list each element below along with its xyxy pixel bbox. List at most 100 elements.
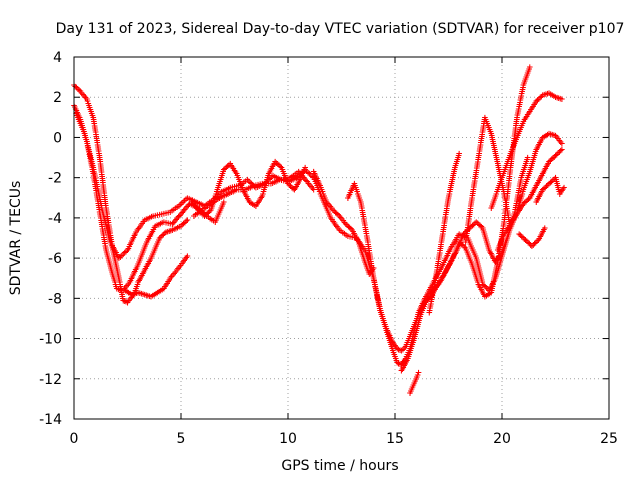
data-point-fill: + bbox=[521, 116, 529, 126]
data-point-fill: + bbox=[525, 67, 533, 77]
data-point-fill: + bbox=[488, 131, 496, 141]
data-point: + bbox=[475, 280, 483, 290]
data-point-fill: + bbox=[408, 337, 416, 347]
data-point-fill: + bbox=[105, 221, 113, 231]
data-point-fill: + bbox=[490, 196, 498, 206]
data-point-fill: + bbox=[406, 333, 414, 343]
data-point-fill: + bbox=[388, 337, 396, 347]
data-point: + bbox=[492, 274, 500, 284]
data-point-fill: + bbox=[132, 284, 140, 294]
data-point: + bbox=[132, 228, 140, 238]
data-point-fill: + bbox=[289, 185, 297, 195]
data-point-fill: + bbox=[431, 285, 439, 295]
data-point-fill: + bbox=[557, 138, 565, 148]
data-point-fill: + bbox=[243, 193, 251, 203]
data-point-fill: + bbox=[405, 353, 413, 363]
data-point-fill: + bbox=[500, 246, 508, 256]
data-point-fill: + bbox=[441, 219, 449, 229]
data-point-fill: + bbox=[536, 94, 544, 104]
data-point-fill: + bbox=[101, 193, 109, 203]
data-point-fill: + bbox=[420, 302, 428, 312]
data-point-fill: + bbox=[529, 189, 537, 199]
data-point-fill: + bbox=[86, 152, 94, 162]
data-point-fill: + bbox=[170, 269, 178, 279]
data-point-fill: + bbox=[338, 215, 346, 225]
data-point: + bbox=[102, 246, 110, 256]
data-point-fill: + bbox=[508, 218, 516, 228]
data-point-fill: + bbox=[371, 278, 379, 288]
data-point-fill: + bbox=[91, 172, 99, 182]
data-point-fill: + bbox=[358, 204, 366, 214]
data-point-fill: + bbox=[486, 285, 494, 295]
data-point-fill: + bbox=[293, 169, 301, 179]
data-point-fill: + bbox=[462, 233, 470, 243]
data-point-fill: + bbox=[216, 180, 224, 190]
data-point-fill: + bbox=[432, 275, 440, 285]
data-point-fill: + bbox=[381, 320, 389, 330]
data-point-fill: + bbox=[506, 172, 514, 182]
series-1: ++++++++++++++++++++++++++++++++++++++++… bbox=[70, 81, 191, 308]
data-point-fill: + bbox=[369, 272, 377, 282]
data-point-fill: + bbox=[470, 183, 478, 193]
data-point-fill: + bbox=[118, 286, 126, 296]
data-point-fill: + bbox=[200, 205, 208, 215]
data-point-fill: + bbox=[449, 174, 457, 184]
data-point-fill: + bbox=[362, 248, 370, 258]
data-point-fill: + bbox=[339, 217, 347, 227]
data-point-fill: + bbox=[314, 184, 322, 194]
data-point-fill: + bbox=[391, 342, 399, 352]
data-point-fill: + bbox=[493, 264, 501, 274]
data-point-fill: + bbox=[509, 149, 517, 159]
data-point: + bbox=[301, 164, 309, 174]
data-point-fill: + bbox=[182, 255, 190, 265]
data-point-fill: + bbox=[488, 286, 496, 296]
data-point-fill: + bbox=[283, 176, 291, 186]
data-point-fill: + bbox=[144, 291, 152, 301]
data-point-fill: + bbox=[501, 244, 509, 254]
data-point-fill: + bbox=[375, 298, 383, 308]
data-point-fill: + bbox=[553, 150, 561, 160]
data-point-fill: + bbox=[265, 180, 273, 190]
data-point: + bbox=[184, 194, 192, 204]
data-point-fill: + bbox=[372, 282, 380, 292]
data-point-fill: + bbox=[228, 188, 236, 198]
data-point-fill: + bbox=[112, 258, 120, 268]
data-point-fill: + bbox=[99, 206, 107, 216]
data-point-fill: + bbox=[339, 228, 347, 238]
data-point-fill: + bbox=[456, 240, 464, 250]
data-point: + bbox=[552, 93, 560, 103]
data-point-fill: + bbox=[78, 119, 86, 129]
data-point-fill: + bbox=[95, 147, 103, 157]
data-point: + bbox=[492, 258, 500, 268]
data-point: + bbox=[552, 152, 560, 162]
data-point-fill: + bbox=[513, 199, 521, 209]
data-point-fill: + bbox=[299, 170, 307, 180]
data-point-fill: + bbox=[375, 300, 383, 310]
data-point-fill: + bbox=[506, 152, 514, 162]
y-tick-label: 2 bbox=[53, 90, 62, 106]
data-point-fill: + bbox=[385, 330, 393, 340]
data-point-fill: + bbox=[504, 225, 512, 235]
data-point-fill: + bbox=[81, 129, 89, 139]
data-point-fill: + bbox=[131, 289, 139, 299]
data-point-fill: + bbox=[113, 264, 121, 274]
data-point-fill: + bbox=[497, 237, 505, 247]
data-point-fill: + bbox=[208, 204, 216, 214]
data-point-fill: + bbox=[99, 208, 107, 218]
data-point-fill: + bbox=[512, 122, 520, 132]
data-point-fill: + bbox=[439, 232, 447, 242]
data-point-fill: + bbox=[484, 285, 492, 295]
data-point-fill: + bbox=[136, 275, 144, 285]
data-point-fill: + bbox=[407, 343, 415, 353]
data-point-fill: + bbox=[82, 135, 90, 145]
data-point-fill: + bbox=[225, 161, 233, 171]
data-point-fill: + bbox=[410, 381, 418, 391]
data-point-fill: + bbox=[494, 268, 502, 278]
data-point-fill: + bbox=[164, 278, 172, 288]
data-point-fill: + bbox=[401, 356, 409, 366]
data-point-fill: + bbox=[197, 207, 205, 217]
data-point-fill: + bbox=[269, 163, 277, 173]
data-point-fill: + bbox=[221, 164, 229, 174]
data-point: + bbox=[383, 327, 391, 337]
data-point-fill: + bbox=[264, 177, 272, 187]
